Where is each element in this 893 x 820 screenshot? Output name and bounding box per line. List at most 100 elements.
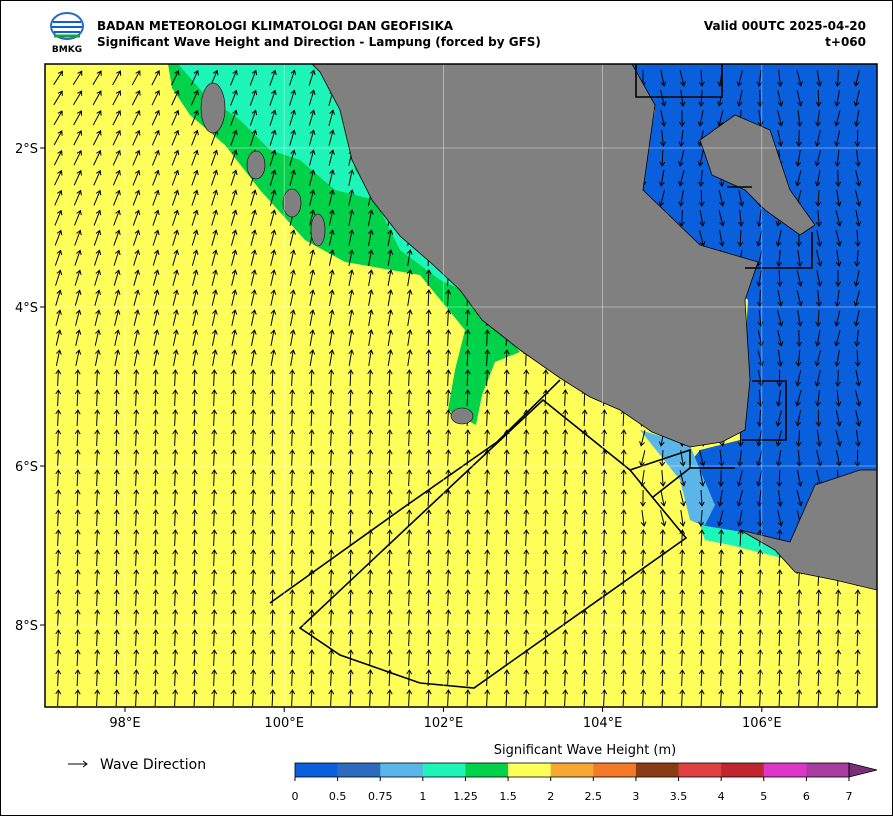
wave-arrow [387, 249, 394, 266]
wave-arrow [718, 589, 725, 607]
wave-arrow [94, 269, 102, 286]
wave-arrow [620, 529, 627, 547]
wave-arrow [152, 169, 160, 186]
wave-arrow [659, 469, 666, 487]
wave-arrow [231, 329, 238, 346]
wave-arrow [386, 409, 393, 427]
wave-arrow [269, 389, 276, 407]
wave-arrow [133, 409, 140, 427]
wave-arrow [640, 649, 647, 667]
wave-arrow [776, 469, 783, 487]
wave-arrow [308, 369, 315, 387]
wave-arrow [74, 209, 82, 226]
wave-arrow [581, 489, 588, 507]
wave-arrow [55, 529, 62, 547]
wave-arrow [659, 149, 666, 167]
wave-arrow [113, 489, 120, 507]
wave-arrow [289, 349, 296, 366]
wave-arrow [231, 249, 238, 266]
wave-arrow [620, 509, 627, 527]
wave-arrow [542, 669, 549, 687]
wave-arrow [484, 589, 491, 607]
wave-arrow [74, 369, 81, 387]
wave-arrow [659, 649, 666, 667]
wave-arrow [464, 609, 471, 627]
wave-arrow [250, 409, 257, 427]
wave-arrow [73, 149, 83, 166]
wave-arrow [93, 189, 102, 206]
wave-arrow [855, 170, 862, 187]
wave-arrow [250, 649, 257, 667]
wave-arrow [367, 649, 374, 667]
wave-arrow [308, 669, 315, 687]
wave-arrow [425, 329, 432, 347]
colorbar-segment [763, 763, 807, 777]
wave-arrow [698, 569, 705, 587]
wave-arrow [211, 329, 218, 346]
lon-label: 102°E [424, 716, 464, 731]
wave-arrow [835, 649, 842, 667]
wave-arrow [172, 529, 179, 547]
legend-arrow-head [82, 760, 88, 768]
wave-arrow [406, 529, 413, 547]
wave-arrow [309, 289, 316, 306]
wave-arrow [113, 289, 121, 306]
wave-arrow [503, 409, 510, 427]
wave-arrow [737, 649, 744, 667]
wave-arrow [289, 449, 296, 467]
wave-arrow [55, 629, 62, 647]
wave-arrow [562, 449, 569, 467]
wave-arrow [484, 329, 491, 347]
wave-arrow [191, 509, 198, 527]
wave-arrow [347, 489, 354, 507]
wave-arrow [796, 470, 803, 487]
wave-arrow [132, 229, 141, 246]
wave-arrow [250, 229, 257, 246]
wave-arrow [737, 589, 744, 607]
province-boundary [269, 64, 813, 689]
wave-arrow [289, 409, 296, 427]
wave-arrow [835, 410, 842, 427]
wave-arrow [387, 309, 394, 326]
wave-arrow [737, 629, 744, 647]
wave-arrow [484, 629, 491, 647]
wave-arrow [484, 649, 491, 667]
wave-arrow [718, 569, 725, 587]
wave-arrow [523, 369, 530, 387]
colorbar-segment [380, 763, 424, 777]
wave-arrow [191, 429, 198, 447]
wave-arrow [347, 389, 354, 407]
wave-arrow [542, 429, 549, 447]
wave-arrow [210, 169, 219, 186]
wave-arrow [73, 130, 83, 146]
wave-arrow [55, 509, 62, 527]
wave-arrow [854, 609, 861, 627]
wave-arrow [308, 529, 315, 547]
wave-arrow [172, 489, 179, 507]
wave-arrow [269, 129, 277, 146]
wave-arrow [289, 229, 296, 246]
wave-arrow [55, 309, 62, 326]
wave-arrow [406, 569, 413, 587]
wave-arrow [425, 689, 432, 707]
wave-arrow [172, 469, 179, 487]
colorbar-tick-label: 4 [718, 790, 725, 803]
wave-arrow [367, 309, 374, 326]
wave-arrow [445, 409, 452, 427]
wave-arrow [464, 669, 471, 687]
wave-arrow [250, 509, 257, 527]
wave-arrow [113, 189, 121, 206]
wave-arrow [94, 549, 101, 567]
wave-arrow [250, 669, 257, 687]
wave-arrow [74, 469, 81, 487]
wave-arrow [112, 169, 121, 186]
wave-arrow [152, 249, 160, 266]
colorbar-tick-label: 7 [846, 790, 853, 803]
wave-arrow [211, 469, 218, 487]
wave-arrow [191, 629, 198, 647]
wave-arrow [55, 489, 62, 507]
wave-arrow [816, 270, 823, 287]
wave-arrow [230, 609, 237, 627]
wave-arrow [191, 529, 198, 547]
